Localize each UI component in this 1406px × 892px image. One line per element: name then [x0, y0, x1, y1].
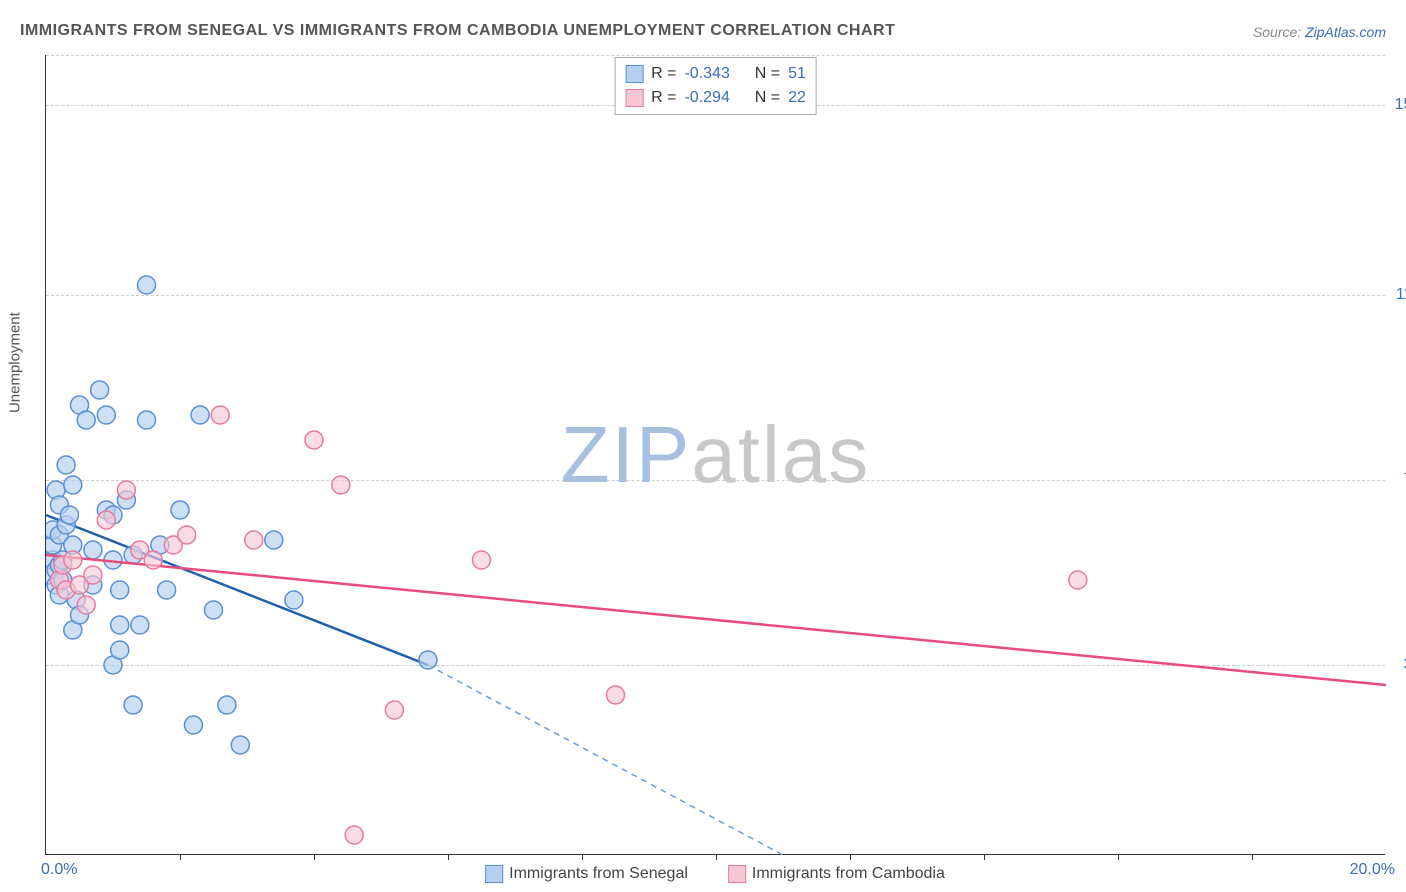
legend-swatch: [485, 865, 503, 883]
data-point: [131, 616, 149, 634]
data-point: [205, 601, 223, 619]
stats-legend-row: R = -0.343 N = 51: [625, 62, 806, 86]
data-point: [332, 476, 350, 494]
x-tick-label: 0.0%: [41, 861, 77, 879]
data-point: [184, 716, 202, 734]
data-point: [84, 566, 102, 584]
data-point: [158, 581, 176, 599]
y-tick-label: 15.0%: [1395, 96, 1406, 114]
data-point: [64, 476, 82, 494]
data-point: [60, 506, 78, 524]
data-point: [57, 456, 75, 474]
plot-area: ZIPatlas R = -0.343 N = 51 R = -0.294 N …: [45, 55, 1385, 855]
data-point: [345, 826, 363, 844]
regression-line-extrapolated: [428, 665, 783, 855]
data-point: [218, 696, 236, 714]
data-point: [1069, 571, 1087, 589]
data-point: [191, 406, 209, 424]
data-point: [77, 596, 95, 614]
data-point: [245, 531, 263, 549]
legend-swatch: [728, 865, 746, 883]
source-label: Source:: [1253, 24, 1305, 40]
plot-container: Unemployment ZIPatlas R = -0.343 N = 51 …: [45, 55, 1385, 855]
legend-item: Immigrants from Cambodia: [728, 865, 945, 883]
data-point: [419, 651, 437, 669]
data-point: [171, 501, 189, 519]
data-point: [111, 616, 129, 634]
data-point: [138, 276, 156, 294]
series-legend: Immigrants from Senegal Immigrants from C…: [485, 865, 945, 883]
data-point: [285, 591, 303, 609]
legend-swatch: [625, 89, 643, 107]
scatter-svg: [46, 55, 1386, 855]
chart-title: IMMIGRANTS FROM SENEGAL VS IMMIGRANTS FR…: [20, 22, 895, 40]
source-credit: Source: ZipAtlas.com: [1253, 24, 1386, 40]
legend-label: Immigrants from Cambodia: [752, 865, 945, 883]
regression-line: [46, 515, 428, 665]
data-point: [178, 526, 196, 544]
data-point: [473, 551, 491, 569]
data-point: [138, 411, 156, 429]
data-point: [385, 701, 403, 719]
data-point: [91, 381, 109, 399]
data-point: [305, 431, 323, 449]
data-point: [97, 511, 115, 529]
regression-line: [46, 555, 1386, 685]
data-point: [211, 406, 229, 424]
y-axis-label: Unemployment: [7, 312, 24, 413]
legend-swatch: [625, 65, 643, 83]
stats-legend-row: R = -0.294 N = 22: [625, 86, 806, 110]
legend-label: Immigrants from Senegal: [509, 865, 688, 883]
x-tick-label: 20.0%: [1350, 861, 1395, 879]
data-point: [64, 551, 82, 569]
legend-item: Immigrants from Senegal: [485, 865, 688, 883]
data-point: [111, 581, 129, 599]
data-point: [265, 531, 283, 549]
data-point: [111, 641, 129, 659]
stats-legend: R = -0.343 N = 51 R = -0.294 N = 22: [614, 57, 817, 115]
data-point: [97, 406, 115, 424]
y-tick-label: 11.2%: [1396, 286, 1406, 304]
data-point: [607, 686, 625, 704]
source-link[interactable]: ZipAtlas.com: [1305, 24, 1386, 40]
data-point: [124, 696, 142, 714]
data-point: [84, 541, 102, 559]
data-point: [77, 411, 95, 429]
data-point: [117, 481, 135, 499]
data-point: [144, 551, 162, 569]
data-point: [231, 736, 249, 754]
